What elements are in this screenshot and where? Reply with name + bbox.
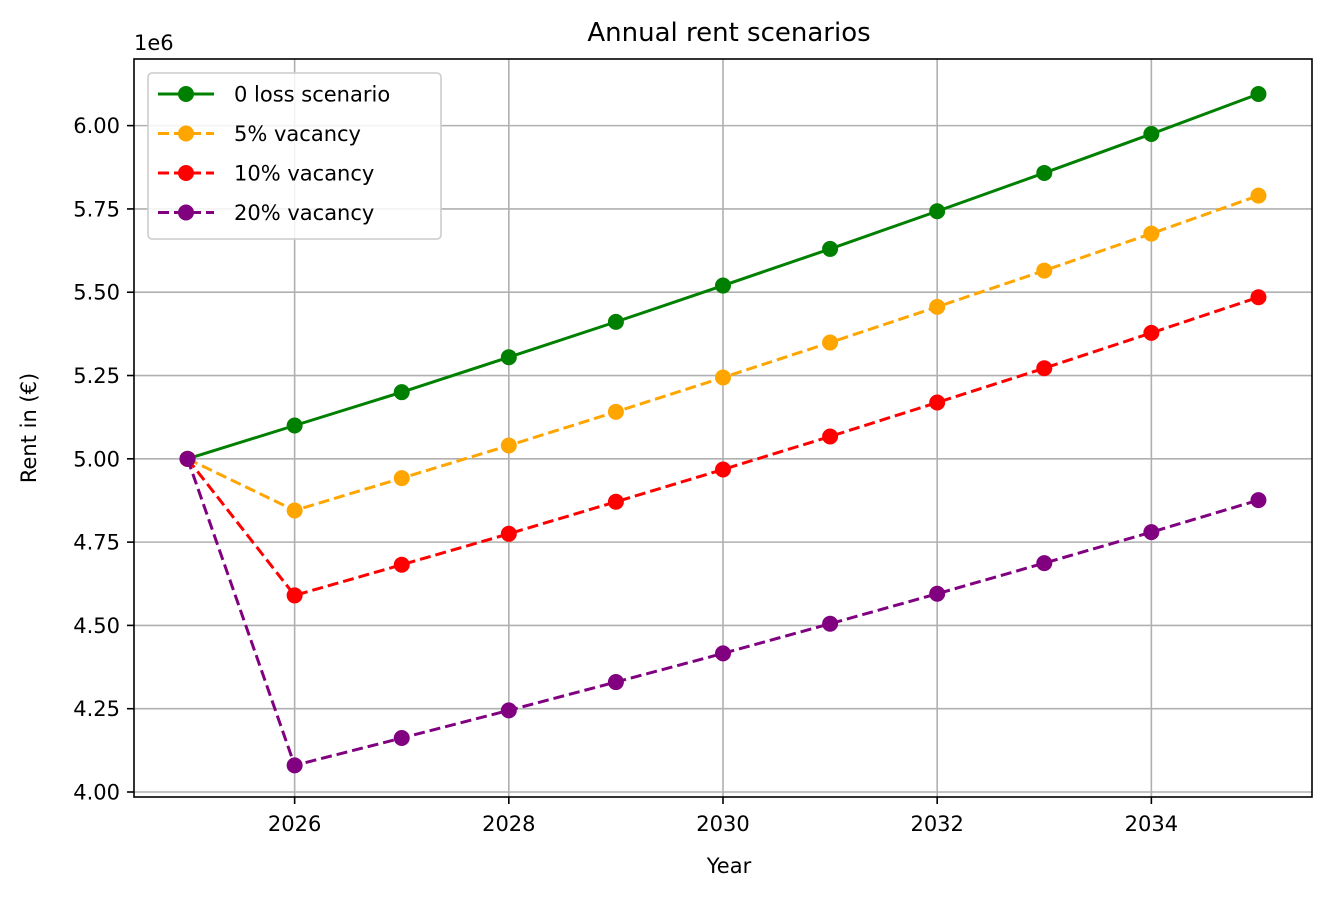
data-point [607, 403, 624, 420]
x-tick-label: 2034 [1125, 812, 1178, 836]
data-point [1250, 289, 1267, 306]
data-point [1143, 225, 1160, 242]
series-20pct-vacancy [179, 450, 1267, 774]
legend-item: 20% vacancy [158, 201, 374, 225]
legend-marker [178, 86, 194, 102]
legend: 0 loss scenario 5% vacancy 10% vacancy 20% … [147, 72, 442, 240]
data-point [929, 203, 946, 220]
data-point [500, 702, 517, 719]
y-tick-label: 5.50 [73, 281, 120, 305]
data-point [607, 674, 624, 691]
y-tick-label: 5.00 [73, 447, 120, 471]
data-point [500, 525, 517, 542]
data-point [1250, 85, 1267, 102]
data-point [1250, 187, 1267, 204]
data-point [715, 277, 731, 294]
data-point [929, 298, 946, 315]
data-point [607, 313, 624, 330]
legend-marker [178, 125, 194, 142]
legend-marker [178, 204, 194, 221]
data-point [286, 757, 303, 774]
legend-label: 5% vacancy [234, 122, 361, 146]
x-axis-label: Year [706, 854, 752, 878]
series-layer [179, 85, 1267, 774]
x-tick-label: 2032 [910, 812, 963, 836]
legend-item: 5% vacancy [158, 122, 361, 146]
data-point [1250, 492, 1267, 509]
chart-title: Annual rent scenarios [587, 18, 870, 48]
data-point [715, 645, 731, 662]
data-point [393, 470, 410, 487]
data-point [286, 587, 303, 604]
data-point [286, 502, 303, 519]
series-line [186, 295, 1259, 597]
data-point [393, 730, 410, 747]
data-point [393, 384, 410, 401]
y-tick-label: 4.25 [73, 697, 120, 721]
x-tick-label: 2026 [268, 812, 321, 836]
data-point [1143, 125, 1160, 142]
data-point [1036, 555, 1053, 572]
data-point [1143, 524, 1160, 541]
x-tick-label: 2030 [696, 812, 749, 836]
grid-layer [134, 59, 1312, 797]
series-line [186, 458, 1259, 767]
y-tick-label: 5.75 [73, 197, 120, 221]
legend-marker [178, 165, 194, 181]
data-point [822, 334, 839, 351]
data-point [929, 394, 946, 411]
x-tick-label: 2028 [482, 812, 535, 836]
legend-item: 0 loss scenario [158, 83, 390, 107]
y-axis-label: Rent in (€) [17, 373, 41, 483]
data-point [822, 615, 839, 632]
data-point [1036, 262, 1053, 279]
data-point [929, 585, 946, 602]
data-point [393, 556, 410, 573]
legend-label: 20% vacancy [234, 201, 374, 225]
y-tick-label: 4.00 [73, 781, 120, 805]
data-point [822, 240, 839, 257]
y-tick-label: 5.25 [73, 364, 120, 388]
y-tick-label: 6.00 [73, 114, 120, 138]
data-point [500, 437, 517, 454]
data-point [1036, 360, 1053, 377]
data-point [822, 428, 839, 445]
data-point [286, 417, 303, 434]
data-point [179, 450, 196, 467]
series-5pct-vacancy [179, 187, 1267, 519]
legend-item: 10% vacancy [158, 162, 374, 186]
ticks-layer: 2026 2028 2030 2032 2034 4.00 4.25 4.50 4.75 5.00… [73, 114, 1178, 836]
data-point [607, 493, 624, 510]
data-point [1143, 324, 1160, 341]
legend-label: 10% vacancy [234, 162, 374, 186]
data-point [500, 349, 517, 366]
data-point [715, 461, 731, 478]
legend-box [147, 72, 442, 240]
y-tick-label: 4.75 [73, 531, 120, 555]
series-10pct-vacancy [179, 289, 1267, 604]
data-point [1036, 164, 1053, 181]
y-tick-label: 4.50 [73, 614, 120, 638]
series-0-loss-scenario [179, 85, 1267, 467]
y-axis-offset-label: 1e6 [134, 31, 174, 55]
legend-label: 0 loss scenario [234, 83, 390, 107]
data-point [715, 369, 731, 386]
